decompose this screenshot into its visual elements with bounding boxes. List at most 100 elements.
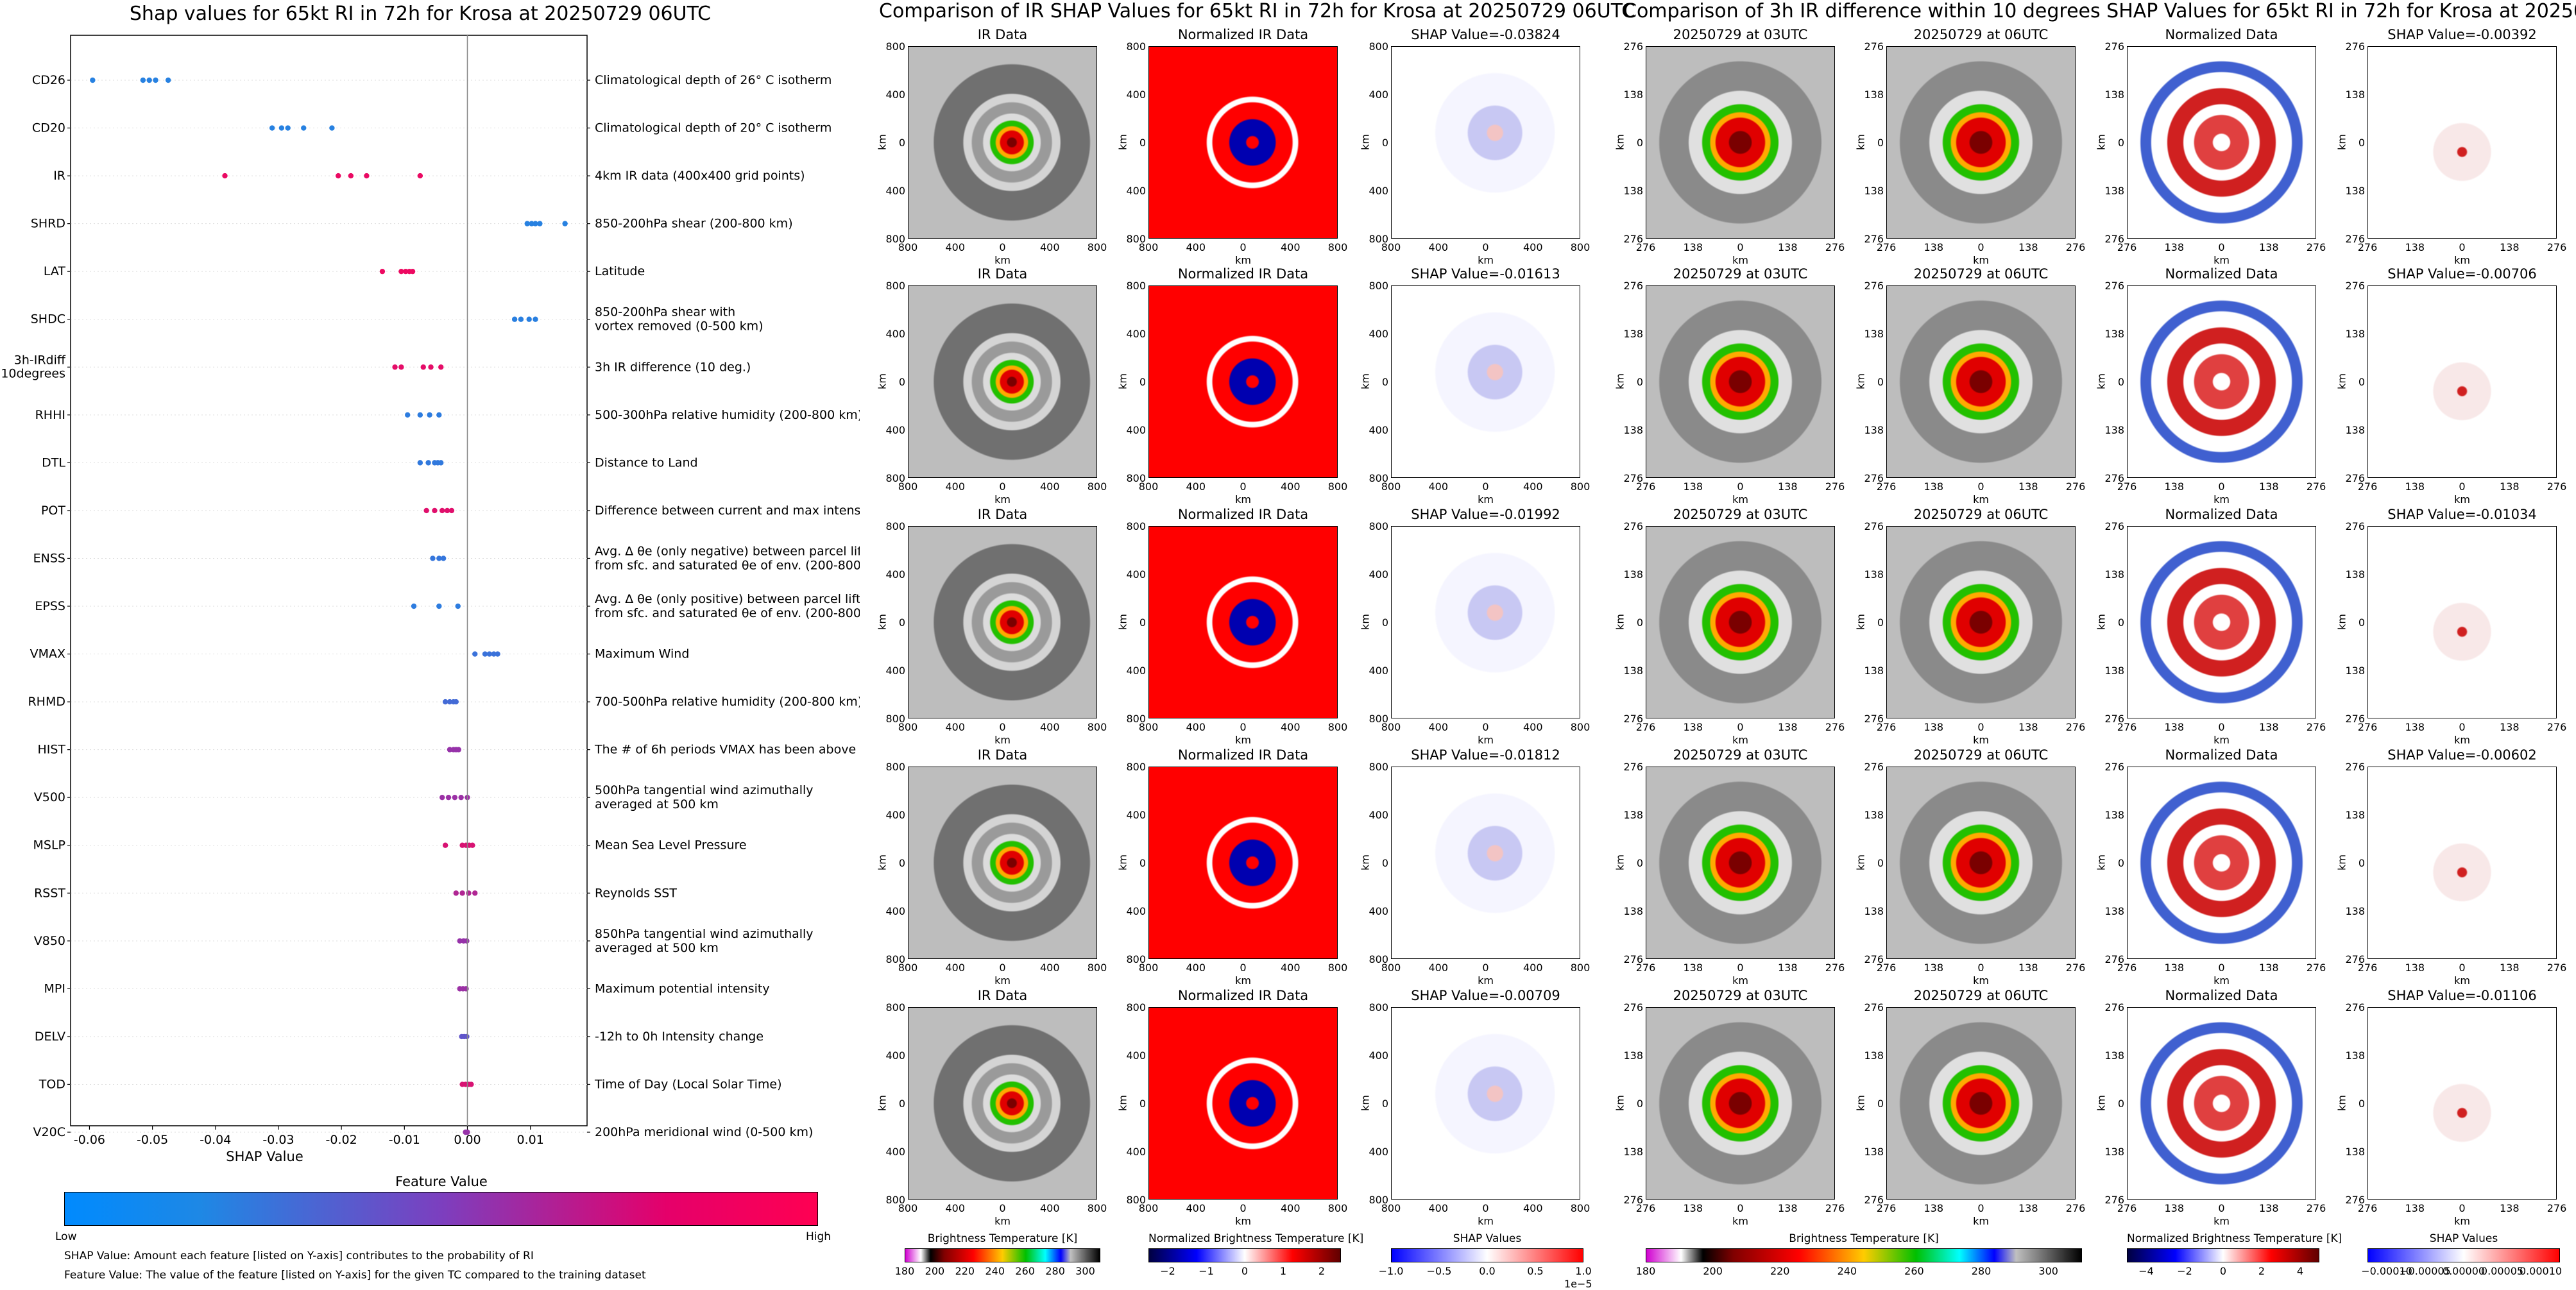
colorbar-tick-label: 280 bbox=[1971, 1265, 1992, 1277]
y-tick-label: 138 bbox=[1623, 809, 1643, 821]
feature-name-label: DTL bbox=[42, 455, 65, 470]
shap-point bbox=[442, 842, 448, 848]
y-tick-label: 276 bbox=[2345, 472, 2365, 484]
x-axis-label: km bbox=[1732, 1215, 1748, 1227]
y-tick-label: 138 bbox=[2104, 568, 2124, 581]
x-tick-label: 0 bbox=[1737, 241, 1744, 253]
y-tick-label: 138 bbox=[2345, 905, 2365, 917]
colorbar-tick-label: 0.00005 bbox=[2480, 1265, 2524, 1277]
y-tick-label: 138 bbox=[2104, 1049, 2124, 1062]
y-tick-label: 800 bbox=[1126, 1194, 1146, 1206]
image-panel bbox=[1148, 767, 1338, 959]
y-tick-label: 138 bbox=[1864, 568, 1884, 581]
x-tick-label: 400 bbox=[1280, 721, 1301, 733]
feature-name-label: ENSS bbox=[33, 551, 65, 565]
shap-point bbox=[398, 268, 404, 275]
y-tick-label: 800 bbox=[1126, 520, 1146, 532]
feature-description-label: 850hPa tangential wind azimuthally averag… bbox=[595, 927, 814, 955]
colorbar-tick-label: −0.00010 bbox=[2361, 1265, 2412, 1277]
y-tick-label: 0 bbox=[2358, 137, 2365, 149]
shap-point bbox=[438, 364, 444, 370]
y-tick-label: 138 bbox=[1623, 1049, 1643, 1062]
image-panel bbox=[1886, 285, 2076, 478]
feature-name-label: CD26 bbox=[32, 73, 65, 87]
shap-summary-plot: CD26 Climatological depth of 26° C isothe… bbox=[1, 35, 860, 1164]
x-tick-label: 400 bbox=[945, 1202, 966, 1214]
y-tick-label: 800 bbox=[1126, 713, 1146, 725]
shap-point bbox=[146, 77, 152, 83]
x-tick-label: 800 bbox=[1138, 480, 1159, 493]
y-tick-label: 138 bbox=[2104, 328, 2124, 340]
x-axis-label: km bbox=[994, 734, 1011, 746]
x-tick-label: 800 bbox=[1570, 721, 1591, 733]
image-panel bbox=[1391, 767, 1580, 959]
feature-name-label: V500 bbox=[34, 790, 65, 804]
panel-title: IR Data bbox=[977, 266, 1028, 282]
panel-title: IR Data bbox=[977, 27, 1028, 42]
y-tick-label: 276 bbox=[2345, 953, 2365, 965]
x-tick-label: 800 bbox=[1381, 1202, 1401, 1214]
y-tick-label: 138 bbox=[1623, 905, 1643, 917]
shap-point bbox=[447, 747, 453, 752]
y-tick-label: 138 bbox=[1623, 665, 1643, 677]
y-tick-label: 0 bbox=[898, 1098, 905, 1110]
feature-name-label: MSLP bbox=[33, 838, 66, 853]
shap-point bbox=[533, 221, 538, 226]
x-tick-label: 138 bbox=[2499, 721, 2520, 733]
panel-title: 20250729 at 03UTC bbox=[1673, 27, 1808, 42]
shap-point bbox=[444, 507, 450, 514]
x-tick-label: 0 bbox=[1240, 721, 1247, 733]
x-tick-label: 800 bbox=[1138, 721, 1159, 733]
y-tick-label: 0 bbox=[898, 137, 905, 149]
y-tick-label: 800 bbox=[1369, 1194, 1388, 1206]
x-tick-label: 276 bbox=[1635, 480, 1656, 493]
y-tick-label: 800 bbox=[1126, 233, 1146, 245]
x-tick-label: 138 bbox=[1923, 962, 1944, 974]
x-tick-label: 400 bbox=[945, 962, 966, 974]
x-tick-label: 138 bbox=[2405, 1202, 2425, 1214]
x-axis-label: km bbox=[2213, 1215, 2230, 1227]
shap-point bbox=[423, 507, 429, 514]
x-tick-label: -0.06 bbox=[74, 1133, 105, 1147]
x-tick-label: 276 bbox=[1825, 1202, 1845, 1214]
y-tick-label: 0 bbox=[2358, 1098, 2365, 1110]
y-tick-label: 800 bbox=[1369, 280, 1388, 292]
image-panel bbox=[2127, 767, 2316, 959]
colorbar-tick-label: 200 bbox=[925, 1265, 945, 1277]
shap-point bbox=[417, 460, 423, 466]
y-tick-label: 276 bbox=[1623, 1194, 1643, 1206]
x-axis-label: km bbox=[1235, 254, 1251, 266]
x-tick-label: 800 bbox=[1138, 1202, 1159, 1214]
y-tick-label: 400 bbox=[1126, 424, 1146, 436]
panel-title: 20250729 at 06UTC bbox=[1913, 27, 2049, 42]
image-panel bbox=[908, 285, 1097, 478]
feature-value-colorbar bbox=[64, 1192, 818, 1226]
x-tick-label: 138 bbox=[2258, 962, 2279, 974]
x-tick-label: 138 bbox=[1777, 480, 1798, 493]
panel-title: 20250729 at 03UTC bbox=[1673, 507, 1808, 522]
feature-description-label: 850-200hPa shear with vortex removed (0-5… bbox=[595, 305, 763, 334]
y-tick-label: 800 bbox=[1369, 713, 1388, 725]
y-tick-label: 138 bbox=[1864, 89, 1884, 101]
x-tick-label: 0 bbox=[2459, 721, 2466, 733]
shap-point bbox=[417, 173, 423, 179]
shap-point bbox=[285, 125, 291, 131]
colorbar-label: Normalized Brightness Temperature [K] bbox=[1148, 1232, 1364, 1245]
y-tick-label: 0 bbox=[1381, 1098, 1388, 1110]
y-tick-label: 138 bbox=[2104, 424, 2124, 436]
feature-name-label: VMAX bbox=[30, 647, 65, 661]
colorbar-tick-label: 280 bbox=[1045, 1265, 1065, 1277]
panel-title: Normalized Data bbox=[2165, 988, 2278, 1003]
y-tick-label: 276 bbox=[2104, 1001, 2124, 1014]
feature-name-label: MPI bbox=[44, 981, 65, 996]
panel-title: Normalized IR Data bbox=[1177, 747, 1309, 763]
panel-title: Normalized Data bbox=[2165, 266, 2278, 282]
image-panel bbox=[1391, 526, 1580, 718]
panel-title: 20250729 at 03UTC bbox=[1673, 747, 1808, 763]
shap-point bbox=[491, 651, 497, 657]
shap-point bbox=[472, 890, 478, 896]
y-tick-label: 400 bbox=[885, 665, 905, 677]
x-tick-label: 138 bbox=[1923, 721, 1944, 733]
x-tick-label: 138 bbox=[2164, 480, 2185, 493]
colorbar-tick-label: 1 bbox=[1279, 1265, 1287, 1277]
